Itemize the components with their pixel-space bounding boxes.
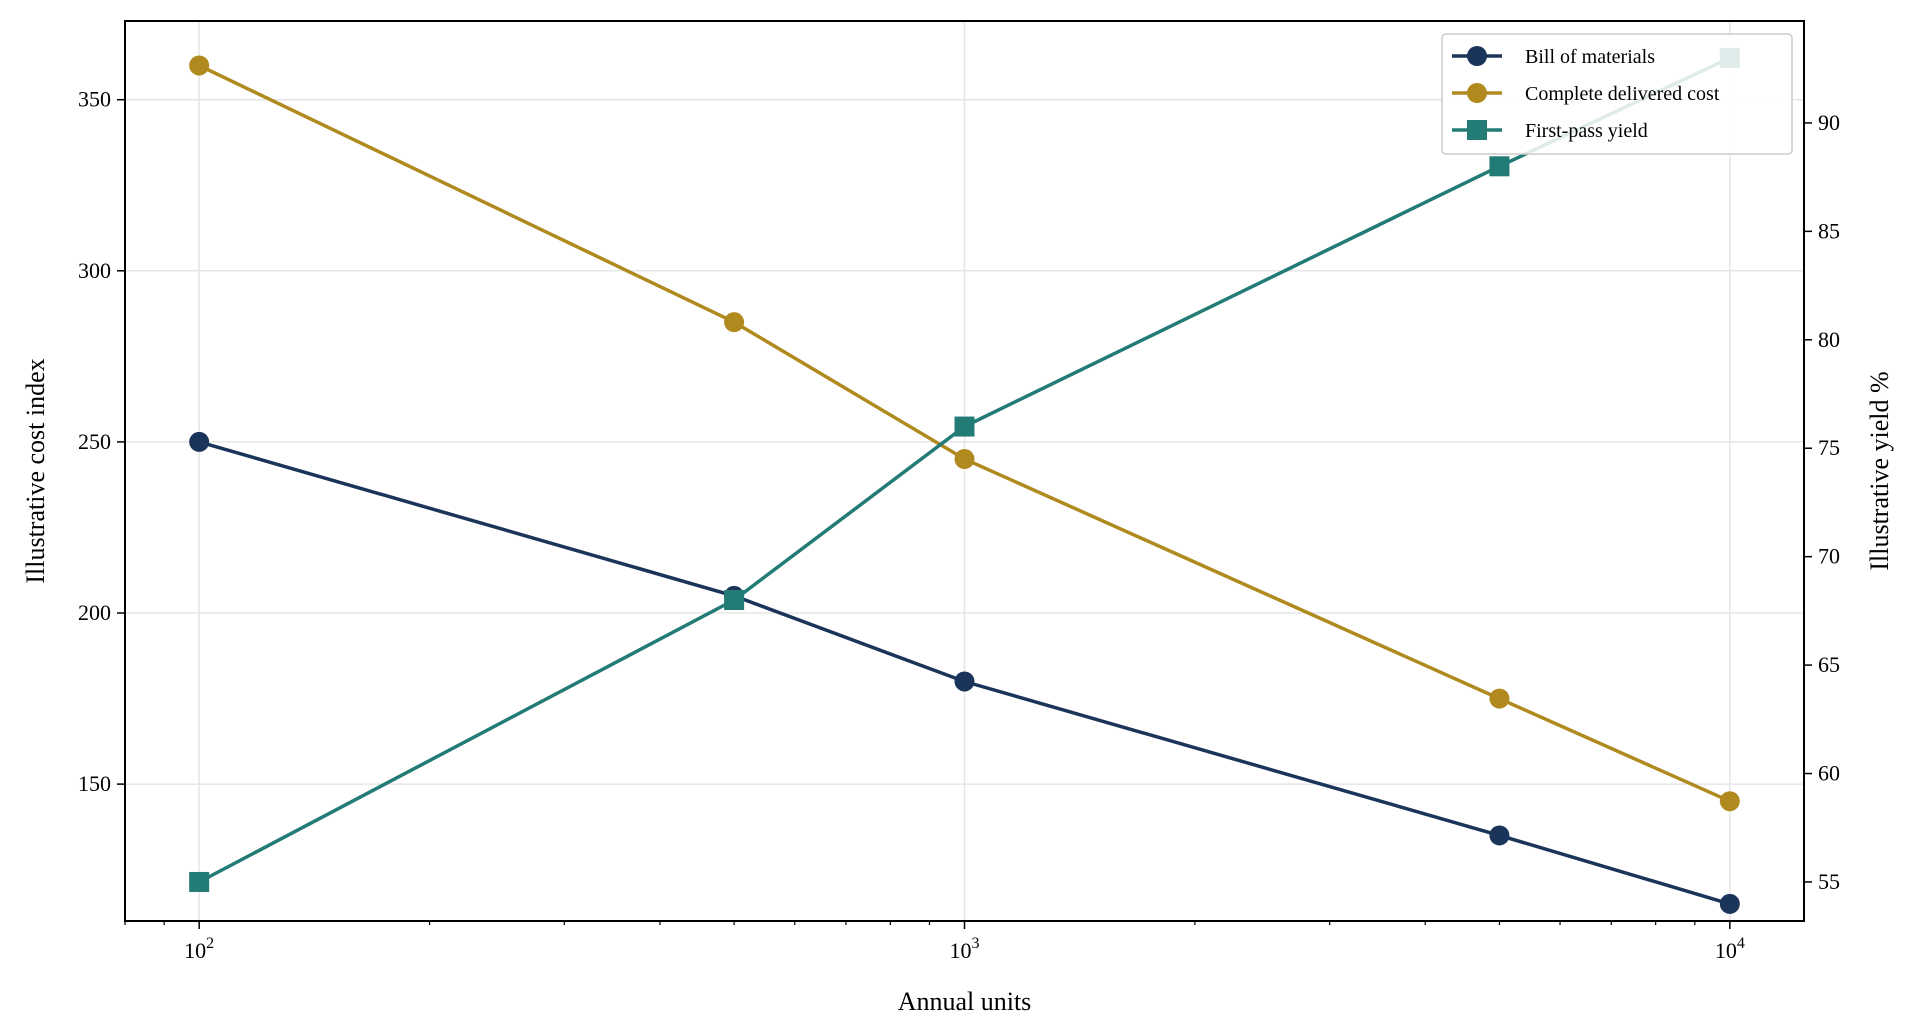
data-point	[1489, 156, 1510, 177]
y-axis-label: Illustrative cost index	[21, 358, 50, 583]
y2-tick-label: 55	[1818, 869, 1840, 894]
y2-tick-label: 70	[1818, 544, 1840, 569]
x-tick-label: 103	[950, 935, 980, 963]
data-point	[189, 55, 210, 76]
legend-marker	[1467, 46, 1487, 66]
y2-axis-label: Illustrative yield %	[1865, 371, 1894, 570]
data-point	[1489, 688, 1510, 709]
data-point	[954, 416, 975, 437]
legend-label: Complete delivered cost	[1525, 83, 1720, 105]
legend-marker	[1467, 120, 1487, 140]
grid	[125, 21, 1804, 921]
axes: 102 103 104 150 200 250 300 350 55 60 65 70 75 80 85 90	[78, 87, 1840, 963]
y2-tick-label: 85	[1818, 218, 1840, 243]
data-point	[1719, 893, 1740, 914]
data-point	[1719, 791, 1740, 812]
legend: Bill of materials Complete delivered cost…	[1441, 33, 1793, 155]
x-tick-label: 102	[184, 935, 214, 963]
y-tick-label: 250	[78, 429, 111, 454]
legend-box	[1441, 33, 1793, 155]
y2-tick-label: 90	[1818, 110, 1840, 135]
data-point	[954, 449, 975, 470]
y2-tick-label: 75	[1818, 435, 1840, 460]
data-point	[1489, 825, 1510, 846]
x-axis-label: Annual units	[898, 987, 1032, 1016]
legend-marker	[1467, 83, 1487, 103]
y2-tick-label: 80	[1818, 327, 1840, 352]
y2-tick-label: 60	[1818, 761, 1840, 786]
y-tick-label: 300	[78, 258, 111, 283]
legend-label: Bill of materials	[1525, 46, 1655, 68]
data-point	[189, 871, 210, 892]
y2-tick-label: 65	[1818, 652, 1840, 677]
data-point	[189, 431, 210, 452]
data-point	[724, 590, 745, 611]
y-tick-label: 200	[78, 600, 111, 625]
data-point	[954, 671, 975, 692]
y-tick-label: 150	[78, 771, 111, 796]
x-tick-label: 104	[1715, 935, 1745, 963]
legend-label: First-pass yield	[1525, 120, 1648, 142]
y-tick-label: 350	[78, 87, 111, 112]
data-point	[724, 312, 745, 333]
